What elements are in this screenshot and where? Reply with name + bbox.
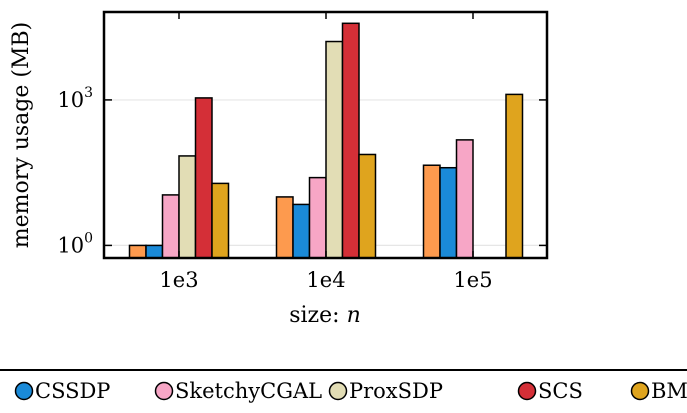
y-tick-label-base: 10: [57, 88, 84, 112]
bar-BM-1e5: [505, 93, 524, 259]
legend-label-CSSDP: CSSDP: [35, 379, 110, 403]
y-tick-label-base: 10: [57, 233, 84, 257]
y-axis-label: memory usage (MB): [9, 22, 34, 248]
bar-CSSDP-alt-1e5: [422, 164, 441, 259]
bar-SketchyCGAL-1e3: [161, 194, 180, 259]
y-tick-label: 100: [57, 230, 93, 257]
y-tick-label-exponent: 3: [84, 85, 93, 101]
bar-CSSDP-1e4: [292, 203, 311, 259]
legend-label-SketchyCGAL: SketchyCGAL: [175, 379, 322, 403]
x-axis-label: size: n: [289, 303, 361, 328]
bar-ProxSDP-1e4: [325, 40, 344, 259]
bar-SketchyCGAL-1e4: [308, 176, 327, 259]
legend-marker-SketchyCGAL: [154, 381, 174, 401]
bar-SketchyCGAL-1e5: [455, 139, 474, 259]
legend-marker-ProxSDP: [328, 381, 348, 401]
bar-SCS-1e3: [194, 97, 213, 259]
x-axis-label-var: n: [347, 303, 361, 328]
x-tick-label: 1e5: [453, 268, 492, 292]
bar-BM-1e3: [211, 182, 230, 259]
bar-SCS-1e4: [341, 22, 360, 259]
legend-label-ProxSDP: ProxSDP: [349, 379, 443, 403]
y-tick-label-exponent: 0: [84, 230, 93, 246]
legend-marker-BM: [630, 381, 650, 401]
bar-BM-1e4: [358, 153, 377, 259]
bar-ProxSDP-1e3: [178, 155, 197, 259]
bar-CSSDP-alt-1e3: [128, 244, 147, 259]
legend-marker-CSSDP: [14, 381, 34, 401]
y-tick-label: 103: [57, 85, 93, 112]
legend: CSSDP SketchyCGAL ProxSDP SCS BM: [14, 379, 687, 403]
bar-CSSDP-1e3: [145, 244, 164, 259]
bar-CSSDP-alt-1e4: [275, 196, 294, 259]
legend-label-SCS: SCS: [538, 379, 583, 403]
x-axis-label-text: size:: [289, 303, 346, 328]
bars: [128, 22, 524, 259]
bar-CSSDP-1e5: [439, 166, 458, 259]
legend-label-BM: BM: [651, 379, 687, 403]
x-tick-label: 1e3: [159, 268, 198, 292]
legend-marker-SCS: [517, 381, 537, 401]
x-tick-label: 1e4: [306, 268, 345, 292]
